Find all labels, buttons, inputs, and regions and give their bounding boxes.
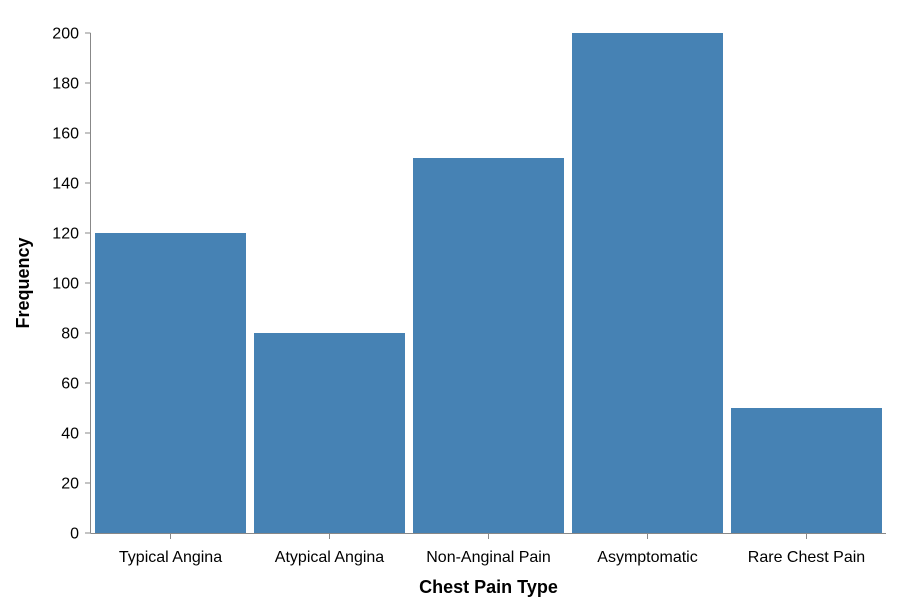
y-tick-label: 100: [52, 276, 79, 293]
x-axis-title: Chest Pain Type: [419, 577, 558, 597]
y-tick-label: 20: [61, 476, 79, 493]
bar-typical-angina: [95, 233, 246, 533]
y-tick-label: 160: [52, 126, 79, 143]
y-tick-label: 80: [61, 326, 79, 343]
y-tick-label: 60: [61, 376, 79, 393]
y-axis: 0 20 40 60 80 100 120 140 160 180 200: [52, 26, 91, 543]
x-axis: Typical Angina Atypical Angina Non-Anginal…: [90, 533, 886, 566]
x-tick-label: Non-Anginal Pain: [426, 549, 551, 566]
y-tick-label: 0: [70, 526, 79, 543]
y-tick-label: 180: [52, 76, 79, 93]
y-tick-label: 120: [52, 226, 79, 243]
bar-atypical-angina: [254, 333, 405, 533]
bar-non-anginal-pain: [413, 158, 564, 533]
y-axis-title: Frequency: [13, 237, 33, 328]
bar-rare-chest-pain: [731, 408, 882, 533]
x-tick-label: Typical Angina: [119, 549, 222, 566]
y-tick-label: 200: [52, 26, 79, 43]
x-tick-label: Rare Chest Pain: [748, 549, 865, 566]
x-tick-label: Atypical Angina: [275, 549, 385, 566]
y-tick-label: 40: [61, 426, 79, 443]
bars-group: [95, 33, 882, 533]
y-tick-label: 140: [52, 176, 79, 193]
bar-asymptomatic: [572, 33, 723, 533]
x-tick-label: Asymptomatic: [597, 549, 697, 566]
